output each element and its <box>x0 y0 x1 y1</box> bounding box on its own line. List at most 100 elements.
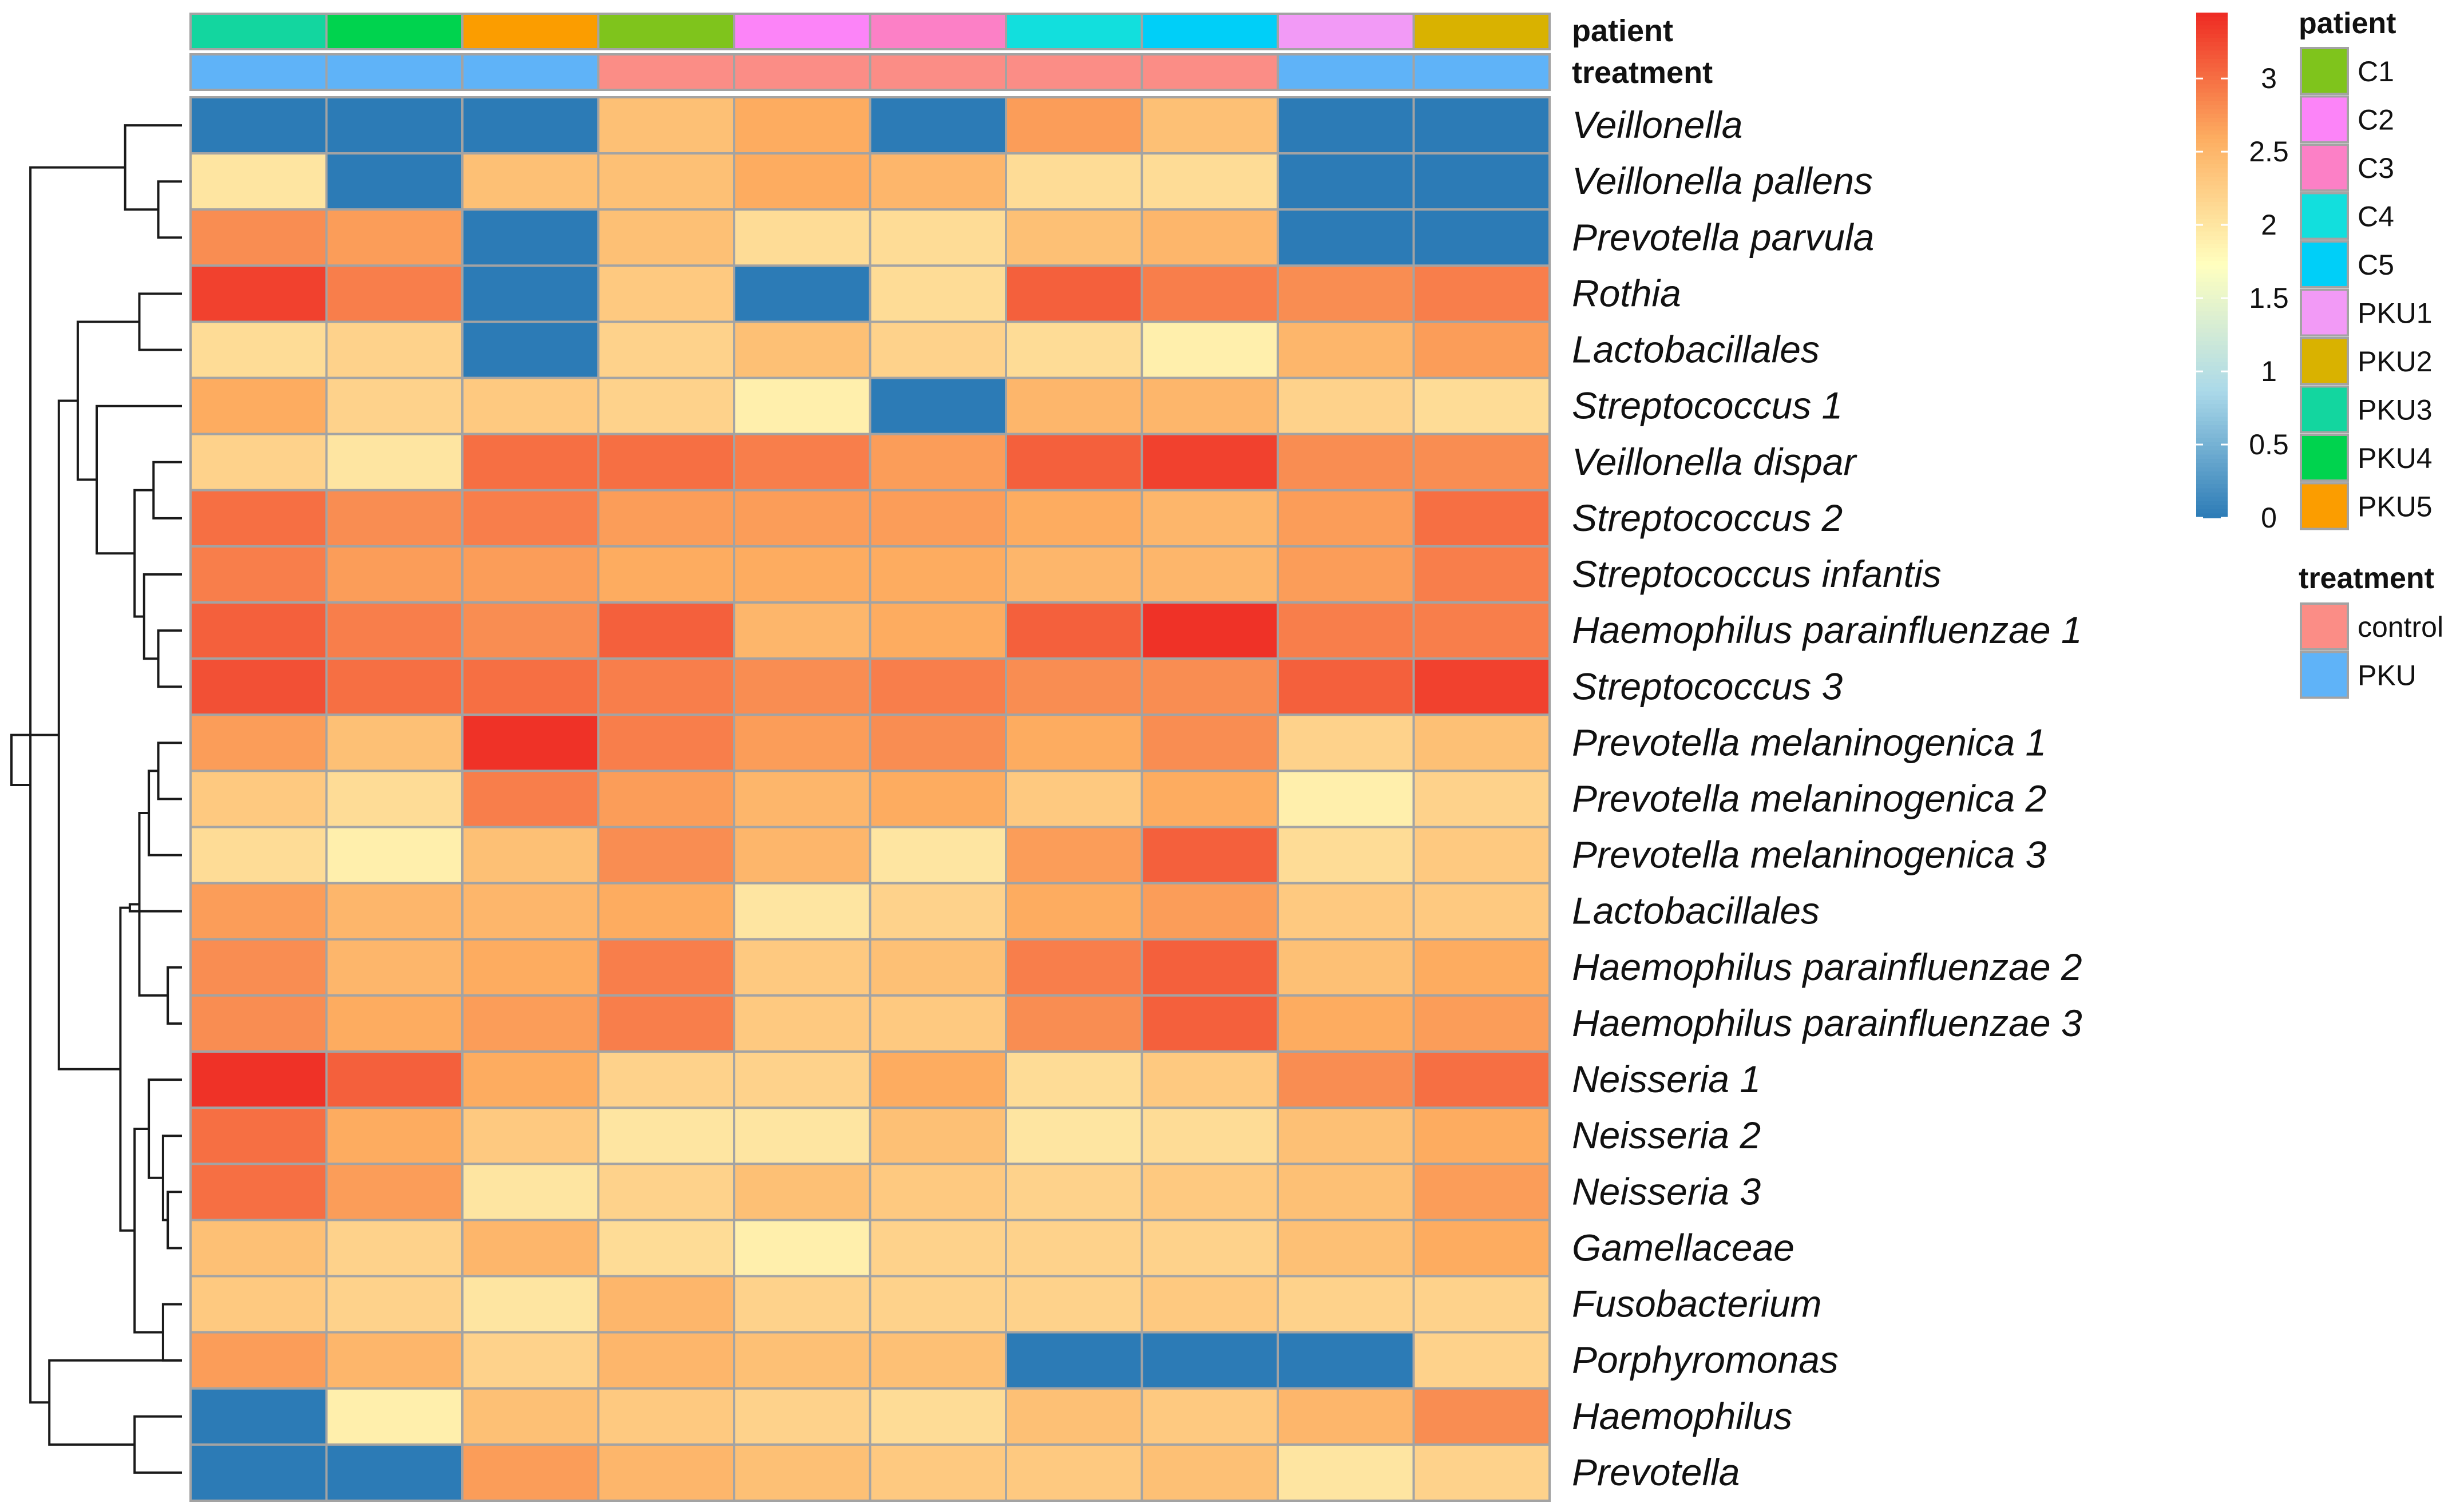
heatmap-cell <box>461 1163 600 1222</box>
patient-legend: patient C1 C2 C3 C4 C5 PKU1 PKU2 PKU3 PKU4 PKU5 <box>2299 7 2433 530</box>
heatmap-cell <box>1005 1443 1143 1502</box>
heatmap-cell <box>1140 938 1279 997</box>
color-scale-step <box>2196 177 2228 182</box>
color-scale-step <box>2196 484 2228 489</box>
color-scale-step <box>2196 101 2228 106</box>
dendrogram-branch <box>167 1191 182 1250</box>
heatmap-cell <box>461 1050 600 1109</box>
color-scale-step <box>2196 315 2228 320</box>
heatmap-cell <box>869 433 1007 491</box>
color-scale-step <box>2196 160 2228 165</box>
patient-legend-label: C2 <box>2358 104 2394 136</box>
heatmap-cell <box>1412 994 1551 1053</box>
heatmap-cell <box>597 1443 735 1502</box>
heatmap-cell <box>1277 657 1415 716</box>
heatmap-cell <box>325 152 464 211</box>
heatmap-cell <box>733 320 871 379</box>
heatmap-cell <box>461 489 600 548</box>
heatmap-cell <box>869 1387 1007 1446</box>
heatmap-cell <box>1005 1387 1143 1446</box>
heatmap-cell <box>597 994 735 1053</box>
heatmap-cell <box>869 882 1007 941</box>
heatmap-cell <box>1005 545 1143 604</box>
color-scale-step <box>2196 273 2228 279</box>
color-scale-step <box>2196 391 2228 396</box>
heatmap-cell <box>597 433 735 491</box>
heatmap-cell <box>461 376 600 435</box>
heatmap-cell <box>1277 1275 1415 1334</box>
heatmap-cell <box>461 264 600 323</box>
heatmap-cell <box>597 1387 735 1446</box>
heatmap-cell <box>733 489 871 548</box>
heatmap-cell <box>869 96 1007 155</box>
heatmap-cell <box>1140 826 1279 885</box>
heatmap-cell <box>461 1275 600 1334</box>
heatmap-cell <box>733 882 871 941</box>
heatmap-cell <box>1277 1107 1415 1165</box>
heatmap-cell <box>189 657 328 716</box>
heatmap-cell <box>325 1163 464 1222</box>
heatmap-cell <box>1412 1107 1551 1165</box>
heatmap-cell <box>325 1219 464 1278</box>
heatmap-cell <box>1140 770 1279 828</box>
heatmap-cell <box>1140 1387 1279 1446</box>
color-scale-tick-label: 1.5 <box>2249 282 2289 314</box>
heatmap-cell <box>325 1107 464 1165</box>
heatmap-cell <box>1277 320 1415 379</box>
heatmap-cell <box>597 601 735 660</box>
patient-legend-swatch <box>2300 47 2349 95</box>
heatmap-cell <box>1005 657 1143 716</box>
color-scale-step <box>2196 366 2228 371</box>
heatmap-cell <box>1277 545 1415 604</box>
heatmap-cell <box>189 1107 328 1165</box>
color-scale-step <box>2196 67 2228 72</box>
heatmap-cell <box>1277 882 1415 941</box>
color-scale-step <box>2196 387 2228 392</box>
heatmap-cell <box>1412 1219 1551 1278</box>
patient-legend-swatch <box>2300 240 2349 288</box>
heatmap-cell <box>1412 770 1551 828</box>
color-scale-step <box>2196 189 2228 195</box>
heatmap-cell <box>325 320 464 379</box>
heatmap-cell <box>1005 994 1143 1053</box>
heatmap-cell <box>597 208 735 267</box>
heatmap-cell <box>1412 1443 1551 1502</box>
heatmap-cell <box>1277 713 1415 772</box>
heatmap-cell <box>1140 601 1279 660</box>
color-scale-step <box>2196 80 2228 85</box>
heatmap-cell <box>461 433 600 491</box>
heatmap-cell <box>1140 1107 1279 1165</box>
color-scale-step <box>2196 202 2228 207</box>
heatmap-cell <box>733 657 871 716</box>
heatmap-cell <box>1005 152 1143 211</box>
heatmap-cell <box>1277 96 1415 155</box>
color-scale-step <box>2196 134 2228 140</box>
row-label: Lactobacillales <box>1572 328 1820 371</box>
heatmap-cell <box>1140 713 1279 772</box>
color-scale-step <box>2196 463 2228 468</box>
heatmap-cell <box>325 1331 464 1390</box>
row-label: Prevotella melaninogenica 1 <box>1572 721 2046 763</box>
color-scale-step <box>2196 113 2228 118</box>
color-scale-step <box>2196 21 2228 26</box>
dendrogram-branch <box>48 1359 182 1446</box>
color-scale-step <box>2196 454 2228 459</box>
dendrogram-branch <box>148 1078 182 1179</box>
color-scale-step <box>2196 38 2228 43</box>
dendrogram-branch <box>138 812 168 997</box>
heatmap-cell <box>325 882 464 941</box>
treatment-legend-swatch <box>2300 602 2349 651</box>
dendrogram-branch <box>148 770 182 856</box>
color-scale-step <box>2196 425 2228 430</box>
heatmap-cell <box>189 152 328 211</box>
color-scale-legend: 0 0.5 1 1.5 2 2.5 3 <box>2196 13 2289 534</box>
heatmap-cell <box>869 994 1007 1053</box>
patient-annotation-cell <box>869 13 1007 50</box>
color-scale-step <box>2196 374 2228 379</box>
heatmap-cell <box>461 938 600 997</box>
heatmap-cell <box>1277 208 1415 267</box>
dendrogram-branch <box>96 404 182 555</box>
heatmap-cell <box>869 770 1007 828</box>
heatmap-cell <box>189 376 328 435</box>
heatmap-cell <box>869 1107 1007 1165</box>
